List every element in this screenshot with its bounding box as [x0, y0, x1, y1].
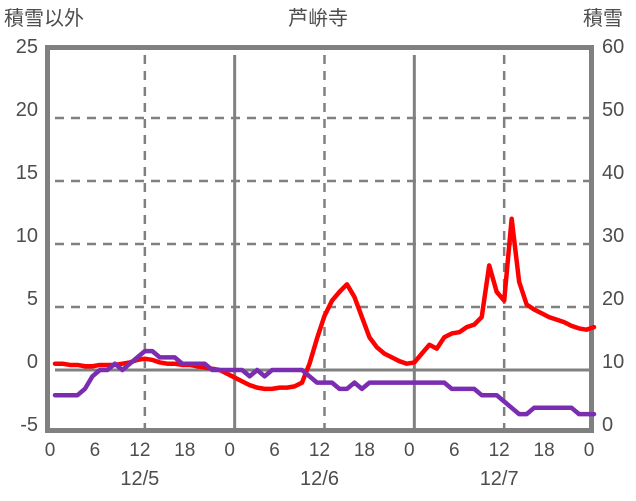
plot-inner	[50, 50, 597, 433]
x-tick-label: 6	[448, 440, 460, 461]
x-tick-label: 0	[224, 440, 235, 461]
x-tick-label: 0	[404, 440, 415, 461]
x-tick-label: 12	[129, 440, 151, 461]
right-tick-label: 40	[602, 162, 625, 184]
left-tick-label: 20	[15, 99, 38, 121]
x-tick-label: 6	[89, 440, 101, 461]
right-tick-label: 60	[602, 36, 625, 58]
left-tick-label: 0	[26, 351, 38, 373]
plot-area	[45, 45, 597, 433]
left-tick-label: 5	[26, 288, 38, 310]
left-tick-label: 25	[15, 36, 38, 58]
x-tick-label: 0	[44, 440, 56, 461]
left-tick-label: -5	[20, 414, 38, 436]
left-axis-title: 積雪以外	[4, 8, 84, 30]
right-axis-title: 積雪	[583, 8, 623, 30]
grid-lines	[55, 55, 594, 433]
left-tick-label: 10	[15, 225, 38, 247]
series-line-other	[52, 216, 597, 392]
chart-title: 芦峅寺	[288, 8, 348, 30]
x-tick-label: 6	[269, 440, 280, 461]
right-tick-label: 0	[602, 414, 614, 436]
series-line-snow	[52, 348, 597, 417]
right-tick-label: 20	[602, 288, 625, 310]
x-tick-label: 18	[174, 440, 196, 461]
right-tick-label: 50	[602, 99, 625, 121]
day-label: 12/6	[300, 468, 339, 490]
right-tick-label: 10	[602, 351, 625, 373]
x-tick-label: 18	[533, 440, 555, 461]
day-label: 12/5	[120, 468, 160, 490]
x-tick-label: 0	[583, 440, 595, 461]
left-tick-label: 15	[15, 162, 38, 184]
x-tick-label: 12	[488, 440, 510, 461]
x-tick-label: 18	[353, 440, 375, 461]
day-label: 12/7	[479, 468, 519, 490]
data-series-lines	[52, 216, 597, 417]
right-tick-label: 30	[602, 225, 625, 247]
x-tick-label: 12	[308, 440, 331, 461]
